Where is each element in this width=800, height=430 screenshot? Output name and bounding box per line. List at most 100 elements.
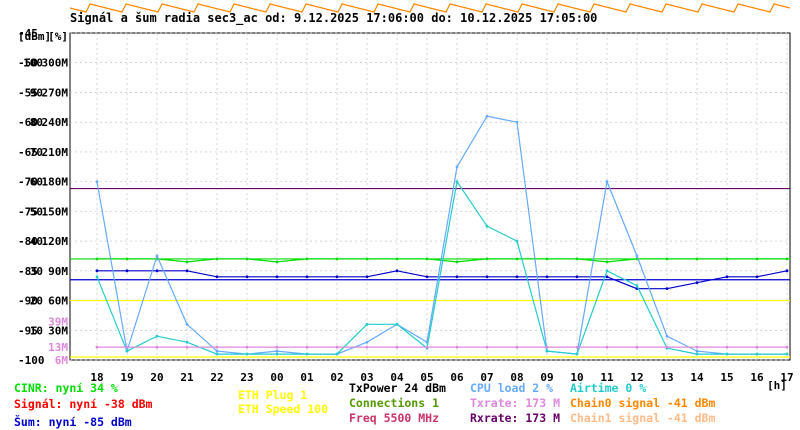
x-tick-label: 13 (660, 371, 673, 384)
data-point-cinr (185, 260, 189, 264)
tick-label-rate: 120M (42, 235, 69, 248)
x-tick-label: 04 (390, 371, 404, 384)
x-tick-label: 16 (750, 371, 764, 384)
data-point-noise (245, 275, 249, 279)
data-point-txrate (785, 345, 789, 349)
plot-area (69, 32, 791, 361)
data-point-txrate (635, 345, 639, 349)
x-tick-label: 03 (360, 371, 373, 384)
data-point-txrate (395, 345, 399, 349)
tick-label-pct: 10 (30, 324, 43, 337)
x-tick-label: 06 (450, 371, 464, 384)
legend-chain1: Chain1 signal -41 dBm (570, 411, 716, 425)
data-point-txrate (185, 345, 189, 349)
tick-label-dbm: -70 (18, 176, 38, 189)
data-point-txrate (125, 345, 129, 349)
data-point-airtime (395, 322, 399, 326)
tick-label-dbm: -85 (18, 265, 38, 278)
tick-label-pct: 30 (30, 265, 43, 278)
x-tick-label: 15 (720, 371, 733, 384)
tick-label-rate: 180M (42, 176, 69, 189)
data-point-txrate (275, 345, 279, 349)
chain0-signal-band (69, 3, 791, 13)
data-point-airtime (365, 322, 369, 326)
x-tick-label: 05 (420, 371, 433, 384)
data-point-txrate (95, 345, 99, 349)
data-point-noise (695, 281, 699, 285)
data-point-noise (185, 269, 189, 273)
data-point-noise (95, 269, 99, 273)
data-point-cpu (155, 254, 159, 258)
data-point-cpu (95, 180, 99, 184)
data-point-txrate (485, 345, 489, 349)
tick-label-dbm: -60 (18, 116, 38, 129)
data-point-airtime (155, 334, 159, 338)
data-point-cpu (215, 349, 219, 353)
data-point-txrate (515, 345, 519, 349)
data-point-cinr (725, 257, 729, 261)
tick-label-pct: 100 (23, 57, 43, 70)
data-point-cinr (455, 260, 459, 264)
data-point-cinr (425, 257, 429, 261)
data-point-cinr (275, 260, 279, 264)
tick-label-dbm: -45 (18, 27, 38, 40)
x-tick-label: 20 (150, 371, 163, 384)
data-point-noise (215, 275, 219, 279)
data-point-cpu (365, 340, 369, 344)
data-point-cinr (245, 257, 249, 261)
tick-label-dbm: -75 (18, 205, 38, 218)
data-point-noise (515, 275, 519, 279)
data-point-cpu (455, 165, 459, 169)
data-point-noise (395, 269, 399, 273)
data-point-noise (485, 275, 489, 279)
series-line-noise (97, 270, 788, 290)
legend-freq: Freq 5500 MHz (349, 411, 440, 425)
tick-label-rate: 90M (48, 265, 68, 278)
tick-label-dbm: -90 (18, 295, 38, 308)
data-point-airtime (605, 269, 609, 273)
x-tick-label: 12 (630, 371, 643, 384)
data-point-cinr (575, 257, 579, 261)
x-tick-label: 09 (540, 371, 553, 384)
tick-label-pct: 40 (30, 235, 43, 248)
data-point-txrate (665, 345, 669, 349)
data-point-noise (785, 269, 789, 273)
tick-label-pct: 90 (30, 86, 43, 99)
data-point-airtime (785, 352, 789, 356)
data-point-noise (755, 275, 759, 279)
data-point-airtime (245, 352, 249, 356)
data-point-txrate (455, 345, 459, 349)
data-point-noise (365, 275, 369, 279)
tick-label-dbm: -65 (18, 146, 38, 159)
data-point-noise (125, 269, 129, 273)
tick-label-pct: 70 (30, 146, 43, 159)
tick-label-pct: 60 (30, 176, 43, 189)
data-point-cpu (635, 254, 639, 258)
tick-label-dbm: -50 (18, 57, 38, 70)
legend-airtime: Airtime 0 % (570, 381, 647, 395)
data-point-txrate (215, 345, 219, 349)
data-point-noise (155, 269, 159, 273)
data-point-noise (425, 275, 429, 279)
data-point-cpu (665, 334, 669, 338)
data-point-txrate (425, 345, 429, 349)
chart-title: Signál a šum radia sec3_ac od: 9.12.2025… (70, 11, 598, 25)
data-point-airtime (515, 239, 519, 243)
data-point-cinr (695, 257, 699, 261)
legend-connections: Connections 1 (349, 396, 440, 410)
data-point-airtime (125, 349, 129, 353)
tick-label-dbm: -100 (18, 354, 45, 367)
x-tick-label: 00 (270, 371, 283, 384)
x-tick-label: 21 (180, 371, 194, 384)
data-point-noise (335, 275, 339, 279)
x-tick-label: 11 (600, 371, 614, 384)
legend-txpower: TxPower 24 dBm (349, 381, 446, 395)
data-point-airtime (455, 180, 459, 184)
x-tick-label: 23 (240, 371, 253, 384)
data-point-noise (545, 275, 549, 279)
data-point-cinr (335, 257, 339, 261)
data-point-cinr (395, 257, 399, 261)
data-point-cinr (365, 257, 369, 261)
data-point-cinr (125, 257, 129, 261)
